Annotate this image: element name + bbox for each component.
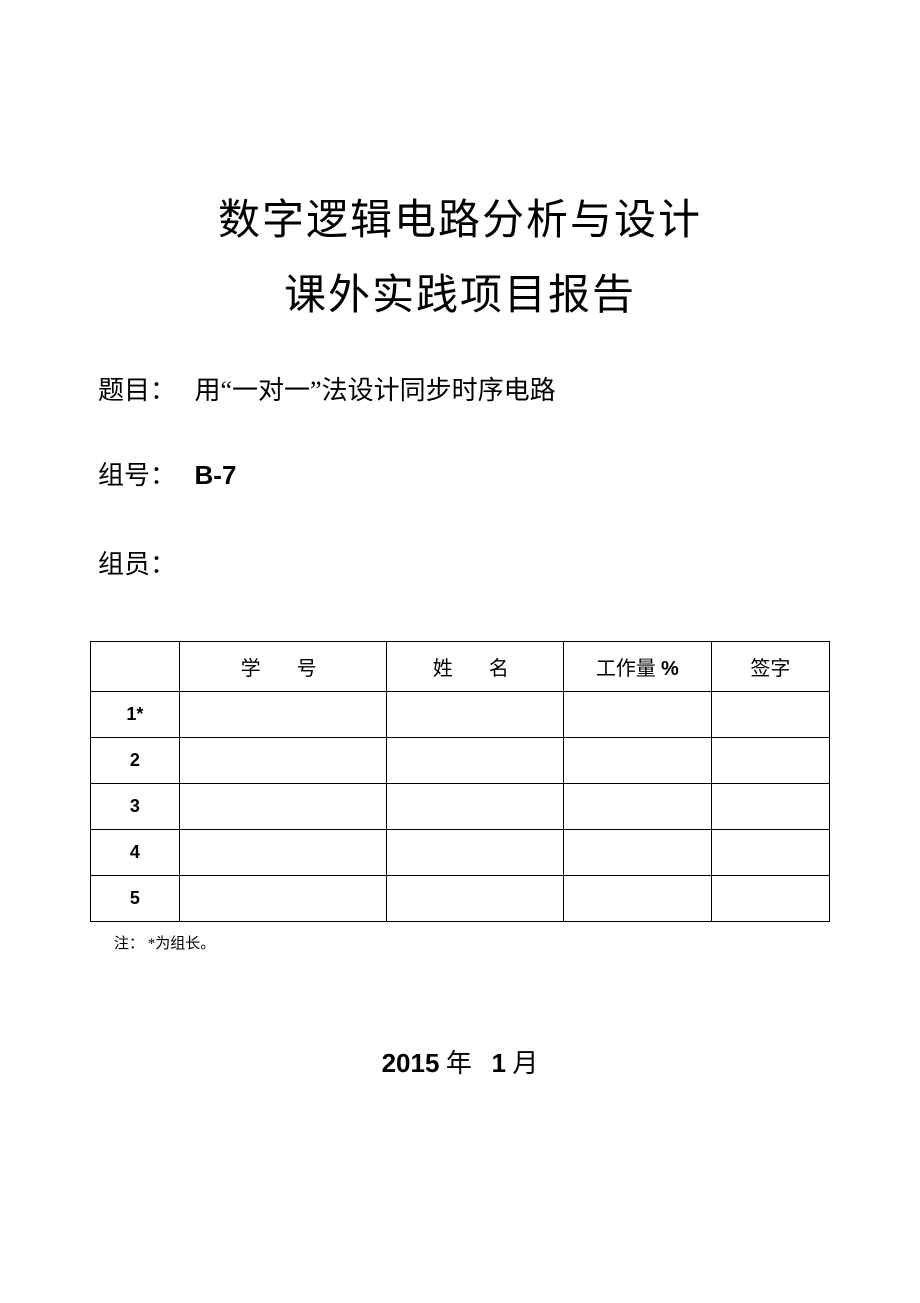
- cell-name: [386, 692, 563, 738]
- header-name: 姓 名: [386, 642, 563, 692]
- members-table-wrapper: 学 号 姓 名 工作量 % 签字 1*: [90, 641, 830, 922]
- topic-value: 用“一对一”法设计同步时序电路: [195, 376, 556, 405]
- header-student-id: 学 号: [179, 642, 386, 692]
- topic-row: 题目： 用“一对一”法设计同步时序电路: [90, 370, 830, 407]
- cell-workload: [563, 738, 711, 784]
- cell-workload: [563, 876, 711, 922]
- row-index: 5: [91, 876, 180, 922]
- group-value: B-7: [195, 460, 237, 490]
- date-year-suffix: 年: [446, 1049, 472, 1078]
- row-index: 2: [91, 738, 180, 784]
- header-workload: 工作量 %: [563, 642, 711, 692]
- header-workload-pct: %: [661, 658, 679, 680]
- table-row: 4: [91, 830, 830, 876]
- cell-student-id: [179, 738, 386, 784]
- cell-student-id: [179, 784, 386, 830]
- cell-workload: [563, 830, 711, 876]
- document-page: 数字逻辑电路分析与设计 课外实践项目报告 题目： 用“一对一”法设计同步时序电路…: [0, 0, 920, 1303]
- title-line-2: 课外实践项目报告: [90, 261, 830, 322]
- date-month-suffix: 月: [512, 1049, 538, 1078]
- cell-signature: [711, 738, 829, 784]
- footnote: 注： *为组长。: [90, 932, 830, 953]
- cell-signature: [711, 830, 829, 876]
- members-row: 组员：: [90, 544, 830, 581]
- members-table: 学 号 姓 名 工作量 % 签字 1*: [90, 641, 830, 922]
- date-month: 1: [491, 1048, 505, 1078]
- group-label: 组号：: [98, 461, 176, 490]
- cell-name: [386, 784, 563, 830]
- row-index: 3: [91, 784, 180, 830]
- cell-workload: [563, 784, 711, 830]
- cell-student-id: [179, 692, 386, 738]
- table-header-row: 学 号 姓 名 工作量 % 签字: [91, 642, 830, 692]
- table-row: 5: [91, 876, 830, 922]
- cell-signature: [711, 876, 829, 922]
- row-index: 4: [91, 830, 180, 876]
- cell-name: [386, 738, 563, 784]
- topic-label: 题目：: [98, 376, 176, 405]
- table-row: 1*: [91, 692, 830, 738]
- table-row: 3: [91, 784, 830, 830]
- cell-signature: [711, 784, 829, 830]
- title-line-1: 数字逻辑电路分析与设计: [90, 190, 830, 253]
- header-blank: [91, 642, 180, 692]
- header-workload-text: 工作量: [596, 658, 656, 680]
- date-line: 2015 年 1 月: [90, 1043, 830, 1080]
- cell-student-id: [179, 830, 386, 876]
- table-row: 2: [91, 738, 830, 784]
- members-label: 组员：: [98, 550, 176, 579]
- cell-signature: [711, 692, 829, 738]
- group-row: 组号： B-7: [90, 455, 830, 492]
- row-index: 1*: [91, 692, 180, 738]
- header-signature: 签字: [711, 642, 829, 692]
- cell-workload: [563, 692, 711, 738]
- cell-name: [386, 830, 563, 876]
- cell-student-id: [179, 876, 386, 922]
- date-year: 2015: [382, 1048, 440, 1078]
- cell-name: [386, 876, 563, 922]
